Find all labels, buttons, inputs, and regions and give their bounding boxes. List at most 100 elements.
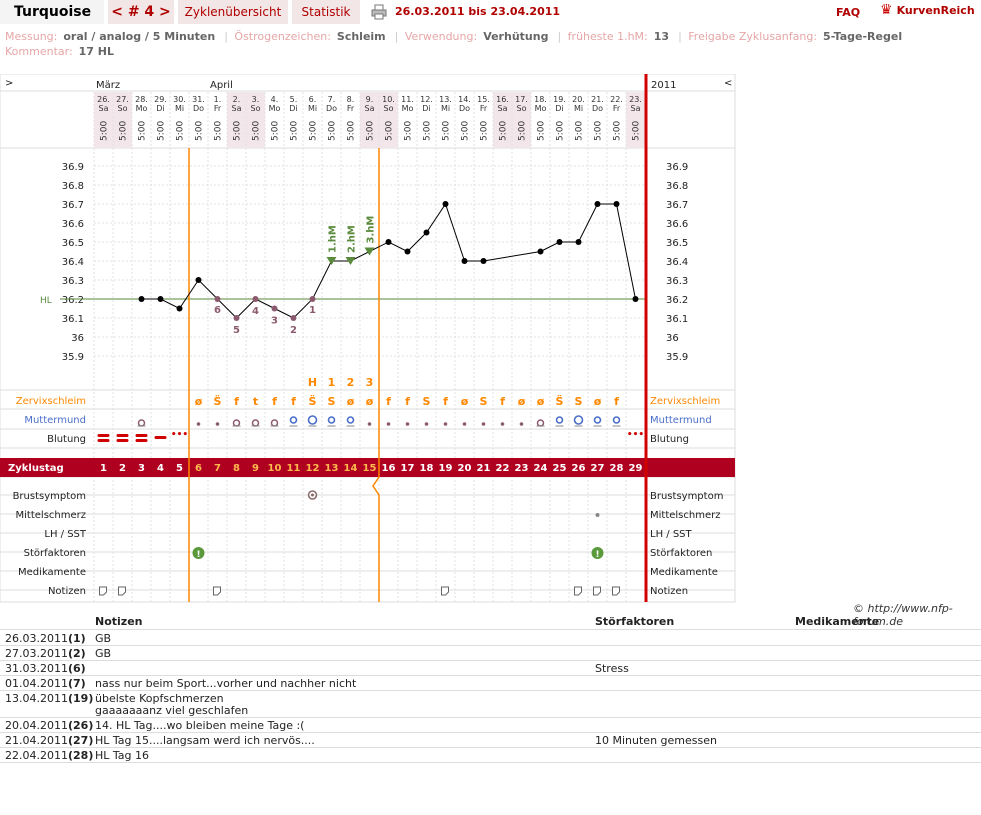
row-label-lh: LH / SST xyxy=(44,529,87,540)
notes-row: 27.03.2011 (2) GB xyxy=(0,645,981,661)
day-weekday: So xyxy=(118,104,128,113)
cervix-symbol xyxy=(251,419,260,427)
day-date: 29. xyxy=(154,95,167,104)
mucus-symbol: S xyxy=(423,395,431,408)
mucus-symbol: f xyxy=(234,395,239,408)
weekend-shade xyxy=(493,92,512,148)
day-date: 31. xyxy=(192,95,205,104)
day-date: 9. xyxy=(366,95,374,104)
day-weekday: Mo xyxy=(269,104,281,113)
cervix-dot xyxy=(386,422,391,426)
day-date: 22. xyxy=(610,95,623,104)
cervix-symbol xyxy=(536,419,545,427)
top-bar: Turquoise < # 4 > Zyklenübersicht Statis… xyxy=(0,0,981,26)
day-weekday: Sa xyxy=(631,104,641,113)
high-measure-label: 2.hM xyxy=(347,225,358,253)
breast-symptom-icon xyxy=(307,490,318,500)
note-icon[interactable] xyxy=(612,586,620,596)
day-time: 5:00 xyxy=(423,121,433,141)
day-time: 5:00 xyxy=(195,121,205,141)
cervix-dot xyxy=(519,422,524,426)
temperature-point xyxy=(233,315,240,321)
day-time: 5:00 xyxy=(138,121,148,141)
y-tick-label-left: 36.5 xyxy=(62,238,84,249)
row-label-mittelschmerz: Mittelschmerz xyxy=(16,510,86,521)
row-label-right-notizen: Notizen xyxy=(650,586,688,597)
day-time: 5:00 xyxy=(385,121,395,141)
temperature-point xyxy=(594,201,601,207)
cycle-day-number: 18 xyxy=(420,463,434,474)
mucus-symbol: S̈ xyxy=(556,395,564,408)
mucus-symbol: f xyxy=(500,395,505,408)
day-date: 11. xyxy=(401,95,414,104)
note-date: 13.04.2011 xyxy=(5,692,68,705)
tab-statistics[interactable]: Statistik xyxy=(292,0,360,24)
cycle-day-number: 5 xyxy=(176,463,183,474)
note-icon[interactable] xyxy=(574,586,582,596)
y-tick-label-left: 36.7 xyxy=(62,200,84,211)
mucus-symbol: ø xyxy=(195,395,203,408)
y-tick-label-right: 36 xyxy=(666,333,679,344)
note-text: übelste Kopfschmerzen xyxy=(95,692,224,705)
temperature-point xyxy=(404,248,411,255)
note-icon[interactable] xyxy=(441,586,449,596)
cycle-day-number: 1 xyxy=(100,463,107,474)
cervix-symbol xyxy=(307,415,318,425)
note-icon[interactable] xyxy=(99,586,107,596)
cycle-day-number: 14 xyxy=(344,463,358,474)
cycle-day-number: 20 xyxy=(458,463,472,474)
mucus-symbol: f xyxy=(291,395,296,408)
bleeding-medium xyxy=(154,436,167,439)
day-time: 5:00 xyxy=(442,121,452,141)
row-label-right-mittelschmerz: Mittelschmerz xyxy=(650,510,720,521)
peak-day-label: 3 xyxy=(366,376,374,389)
low-measure-label: 5 xyxy=(233,325,240,336)
row-label-right-lh: LH / SST xyxy=(650,529,693,540)
peak-day-label: H xyxy=(308,376,317,389)
day-time: 5:00 xyxy=(100,121,110,141)
cycle-navigator[interactable]: < # 4 > xyxy=(108,0,174,24)
day-weekday: Sa xyxy=(365,104,375,113)
y-tick-label-right: 36.9 xyxy=(666,162,688,173)
mucus-symbol: S xyxy=(575,395,583,408)
mucus-symbol: S̈ xyxy=(309,395,317,408)
temperature-point xyxy=(271,305,278,312)
tab-cycle-overview[interactable]: Zyklenübersicht xyxy=(178,0,288,24)
medikamente-header: Medikamente xyxy=(795,615,880,628)
note-icon[interactable] xyxy=(593,586,601,596)
day-weekday: Di xyxy=(422,104,430,113)
mucus-symbol: ø xyxy=(347,395,355,408)
temperature-point xyxy=(575,239,582,245)
notes-row: 13.04.2011 (19) übelste Kopfschmerzen gaaaa… xyxy=(0,690,981,718)
kurvenreich-logo[interactable]: ♛ KurvenReich xyxy=(880,2,975,18)
day-date: 3. xyxy=(252,95,260,104)
note-text-line2: gaaaaaaanz viel geschlafen xyxy=(95,704,249,717)
nav-left-icon[interactable]: > xyxy=(5,78,13,89)
notes-row: 01.04.2011 (7) nass nur beim Sport...vorhe… xyxy=(0,675,981,691)
day-weekday: Mi xyxy=(308,104,317,113)
print-icon[interactable] xyxy=(371,4,387,20)
note-date: 31.03.2011 xyxy=(5,662,68,675)
cycle-day-number: 16 xyxy=(382,463,396,474)
disturbance-icon-mark: ! xyxy=(595,550,599,560)
day-date: 2. xyxy=(233,95,241,104)
bleeding-heavy xyxy=(116,439,129,442)
day-weekday: Di xyxy=(289,104,297,113)
day-weekday: Fr xyxy=(347,104,355,113)
day-date: 10. xyxy=(382,95,395,104)
nav-right-icon[interactable]: < xyxy=(724,78,732,89)
y-tick-label-left: 36.4 xyxy=(62,257,84,268)
logo-text: KurvenReich xyxy=(896,4,975,17)
day-time: 5:00 xyxy=(290,121,300,141)
faq-link[interactable]: FAQ xyxy=(836,6,861,19)
day-weekday: Mo xyxy=(402,104,414,113)
note-icon[interactable] xyxy=(118,586,126,596)
cervix-symbol xyxy=(612,416,621,424)
row-label-zervixschleim: Zervixschleim xyxy=(16,396,86,407)
day-weekday: Sa xyxy=(498,104,508,113)
day-time: 5:00 xyxy=(632,121,642,141)
y-tick-label-left: 36.2 xyxy=(62,295,84,306)
note-cycle-day: (28) xyxy=(68,749,94,762)
note-icon[interactable] xyxy=(213,586,221,596)
